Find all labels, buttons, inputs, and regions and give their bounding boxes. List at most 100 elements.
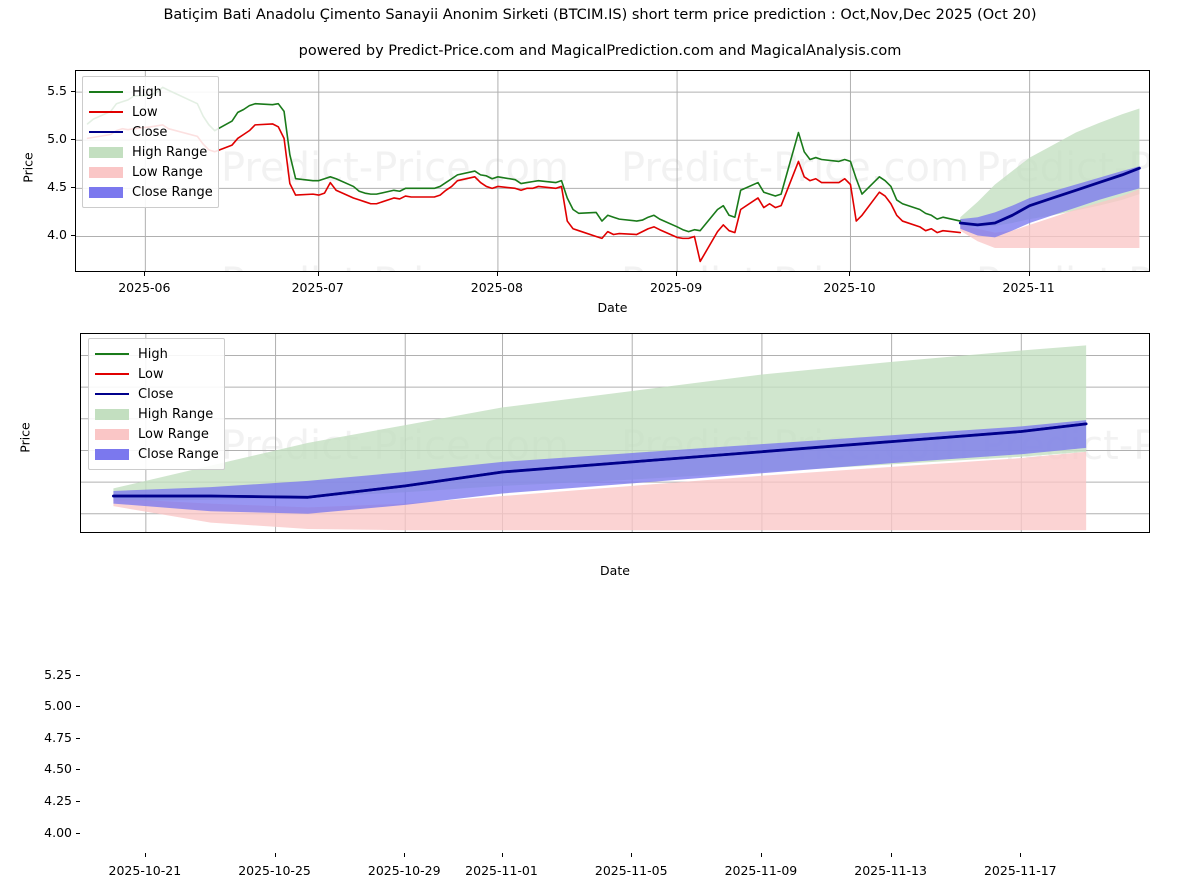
bottom-legend-item: Low bbox=[95, 364, 216, 384]
y-tick-label: 4.00 bbox=[44, 824, 72, 840]
x-tick-mark bbox=[760, 853, 762, 857]
top-chart-svg: Predict-Price.com Predict-Price.com Predic… bbox=[76, 71, 1150, 272]
y-tick-label: 4.5 bbox=[47, 179, 67, 195]
top-plot-area: Predict-Price.com Predict-Price.com Predic… bbox=[75, 70, 1150, 272]
x-tick-label: 2025-10-25 bbox=[238, 863, 311, 878]
x-tick-label: 2025-11-17 bbox=[983, 863, 1057, 878]
bottom-plot-area: Predict-Price.comPredict-Price.comPredic… bbox=[80, 333, 1150, 533]
y-tick-mark bbox=[76, 674, 80, 676]
y-tick-label: 4.50 bbox=[44, 761, 72, 777]
legend-line-swatch-icon bbox=[89, 85, 123, 99]
x-tick-label: 2025-11 bbox=[1002, 280, 1055, 295]
legend-item-label: Close bbox=[132, 124, 168, 140]
legend-line-swatch-icon bbox=[95, 347, 129, 361]
low-range-band bbox=[113, 451, 1087, 531]
bottom-legend-item: Close bbox=[95, 384, 216, 404]
legend-line-swatch-icon bbox=[95, 387, 129, 401]
page-title: Batiçim Bati Anadolu Çimento Sanayii Ano… bbox=[163, 7, 1037, 23]
x-tick-label: 2025-11-01 bbox=[465, 863, 538, 878]
top-legend: High Low Close High Range Low Range Close Ran… bbox=[82, 76, 219, 208]
x-tick-mark bbox=[496, 272, 498, 276]
legend-patch-swatch-icon bbox=[89, 145, 123, 159]
top-legend-item: Low bbox=[89, 102, 210, 122]
y-tick-mark bbox=[76, 832, 80, 834]
legend-patch-swatch-icon bbox=[95, 427, 129, 441]
y-tick-label: 5.25 bbox=[44, 666, 72, 682]
legend-item-label: High Range bbox=[138, 406, 214, 422]
x-tick-mark bbox=[676, 272, 678, 276]
bottom-y-axis-label: Price bbox=[17, 422, 33, 453]
bottom-legend-item: Low Range bbox=[95, 424, 216, 444]
x-tick-mark bbox=[1020, 853, 1022, 857]
x-tick-mark bbox=[890, 853, 892, 857]
legend-patch-swatch-icon bbox=[89, 165, 123, 179]
series-line-high bbox=[86, 86, 962, 233]
legend-item-label: Close bbox=[138, 386, 174, 402]
y-tick-label: 5.00 bbox=[44, 698, 72, 714]
y-tick-label: 5.0 bbox=[47, 131, 67, 147]
y-tick-label: 4.0 bbox=[47, 227, 67, 243]
x-tick-mark bbox=[144, 853, 146, 857]
x-tick-mark bbox=[274, 853, 276, 857]
x-tick-mark bbox=[849, 272, 851, 276]
x-tick-mark bbox=[404, 853, 406, 857]
y-tick-mark bbox=[76, 737, 80, 739]
top-legend-item: High bbox=[89, 82, 210, 102]
legend-item-label: High bbox=[132, 84, 162, 100]
y-tick-mark bbox=[71, 235, 75, 237]
legend-item-label: Low Range bbox=[132, 164, 203, 180]
top-x-axis-label: Date bbox=[597, 300, 628, 315]
legend-item-label: Close Range bbox=[138, 446, 219, 462]
legend-item-label: High bbox=[138, 346, 168, 362]
legend-line-swatch-icon bbox=[89, 125, 123, 139]
series-line-close bbox=[958, 166, 1141, 227]
x-tick-mark bbox=[1028, 272, 1030, 276]
bottom-legend-item: High Range bbox=[95, 404, 216, 424]
watermark-text: Predict-Price.com bbox=[621, 145, 969, 191]
x-tick-label: 2025-10 bbox=[823, 280, 876, 295]
x-tick-mark bbox=[144, 272, 146, 276]
y-tick-mark bbox=[71, 91, 75, 93]
x-tick-label: 2025-11-09 bbox=[724, 863, 798, 878]
x-tick-label: 2025-09 bbox=[649, 280, 703, 295]
x-tick-label: 2025-06 bbox=[118, 280, 171, 295]
legend-item-label: Low bbox=[132, 104, 158, 120]
y-tick-label: 4.25 bbox=[44, 793, 72, 809]
series-line-low bbox=[86, 123, 962, 263]
y-tick-mark bbox=[71, 187, 75, 189]
page-subtitle: powered by Predict-Price.com and Magical… bbox=[298, 43, 902, 59]
legend-patch-swatch-icon bbox=[95, 447, 129, 461]
x-tick-label: 2025-11-13 bbox=[854, 863, 927, 878]
y-tick-mark bbox=[76, 706, 80, 708]
bottom-x-axis-label: Date bbox=[600, 563, 630, 578]
legend-patch-swatch-icon bbox=[95, 407, 129, 421]
bottom-chart-panel: Price Predict-Price.comPredict-Price.com… bbox=[0, 320, 1200, 878]
legend-patch-swatch-icon bbox=[89, 185, 123, 199]
top-legend-item: Close Range bbox=[89, 182, 213, 202]
x-tick-label: 2025-10-21 bbox=[108, 863, 182, 878]
bottom-chart-svg: Predict-Price.comPredict-Price.comPredic… bbox=[81, 334, 1149, 532]
watermark-text: Predict-Price.com bbox=[976, 260, 1150, 272]
y-tick-mark bbox=[76, 769, 80, 771]
bottom-legend: High Low Close High Range Low Range Close Ran… bbox=[88, 338, 225, 470]
x-tick-mark bbox=[501, 853, 503, 857]
x-tick-mark bbox=[631, 853, 633, 857]
y-tick-label: 5.5 bbox=[47, 83, 67, 99]
x-tick-label: 2025-11-05 bbox=[594, 863, 668, 878]
y-tick-label: 4.75 bbox=[44, 729, 72, 745]
top-chart-panel: Price Predict-Price.com Predict-Price.com… bbox=[0, 0, 1200, 320]
watermark-text: Predict-Price.com bbox=[221, 145, 569, 191]
x-tick-label: 2025-08 bbox=[470, 280, 524, 295]
watermark-text: Predict-Price.com bbox=[621, 260, 969, 272]
y-tick-mark bbox=[71, 139, 75, 141]
series-line-close bbox=[112, 422, 1088, 499]
y-tick-mark bbox=[76, 801, 80, 803]
bottom-legend-item: High bbox=[95, 344, 216, 364]
legend-item-label: Close Range bbox=[132, 184, 213, 200]
legend-line-swatch-icon bbox=[89, 105, 123, 119]
legend-item-label: High Range bbox=[132, 144, 208, 160]
watermark-text: Predict-Price.com bbox=[221, 260, 569, 272]
bottom-legend-item: Close Range bbox=[95, 444, 219, 464]
top-legend-item: Low Range bbox=[89, 162, 210, 182]
